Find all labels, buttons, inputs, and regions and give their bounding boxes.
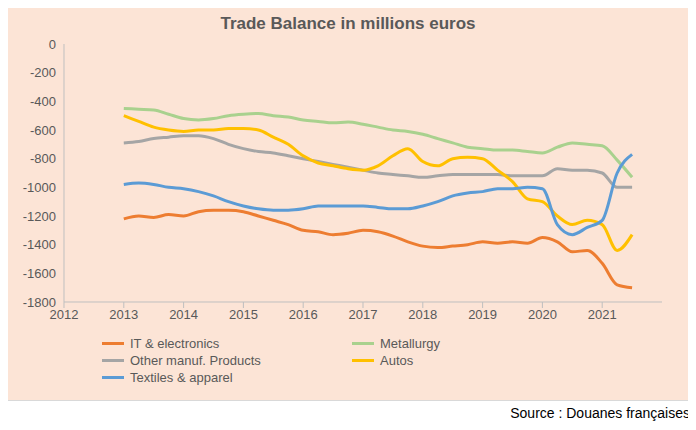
svg-text:2020: 2020 — [528, 307, 557, 322]
svg-text:-600: -600 — [30, 123, 56, 138]
html-text:Source : Douanes françaises: Source : Douanes françaises — [510, 405, 690, 421]
html-text:Metallurgy: Metallurgy — [380, 336, 440, 351]
html-text:Trade Balance in millions euro: Trade Balance in millions euros — [220, 14, 476, 33]
svg-text:-1600: -1600 — [23, 266, 56, 281]
html-text:Textiles & apparel: Textiles & apparel — [130, 370, 233, 385]
html-text:IT & electronics: IT & electronics — [130, 336, 220, 351]
svg-text:2017: 2017 — [349, 307, 378, 322]
svg-text:-400: -400 — [30, 94, 56, 109]
svg-text:2018: 2018 — [408, 307, 437, 322]
svg-text:2021: 2021 — [588, 307, 617, 322]
html-text:Autos: Autos — [380, 353, 414, 368]
svg-text:-1200: -1200 — [23, 209, 56, 224]
svg-text:2013: 2013 — [109, 307, 138, 322]
svg-text:2016: 2016 — [289, 307, 318, 322]
svg-text:-800: -800 — [30, 151, 56, 166]
svg-text:0: 0 — [49, 40, 56, 52]
svg-text:-1400: -1400 — [23, 237, 56, 252]
svg-text:-200: -200 — [30, 65, 56, 80]
svg-text:-1000: -1000 — [23, 180, 56, 195]
svg-text:2014: 2014 — [169, 307, 198, 322]
svg-text:-1800: -1800 — [23, 295, 56, 310]
svg-text:2019: 2019 — [468, 307, 497, 322]
svg-text:2015: 2015 — [229, 307, 258, 322]
svg-text:2012: 2012 — [49, 307, 79, 323]
html-text:Other manuf. Products: Other manuf. Products — [130, 353, 261, 368]
